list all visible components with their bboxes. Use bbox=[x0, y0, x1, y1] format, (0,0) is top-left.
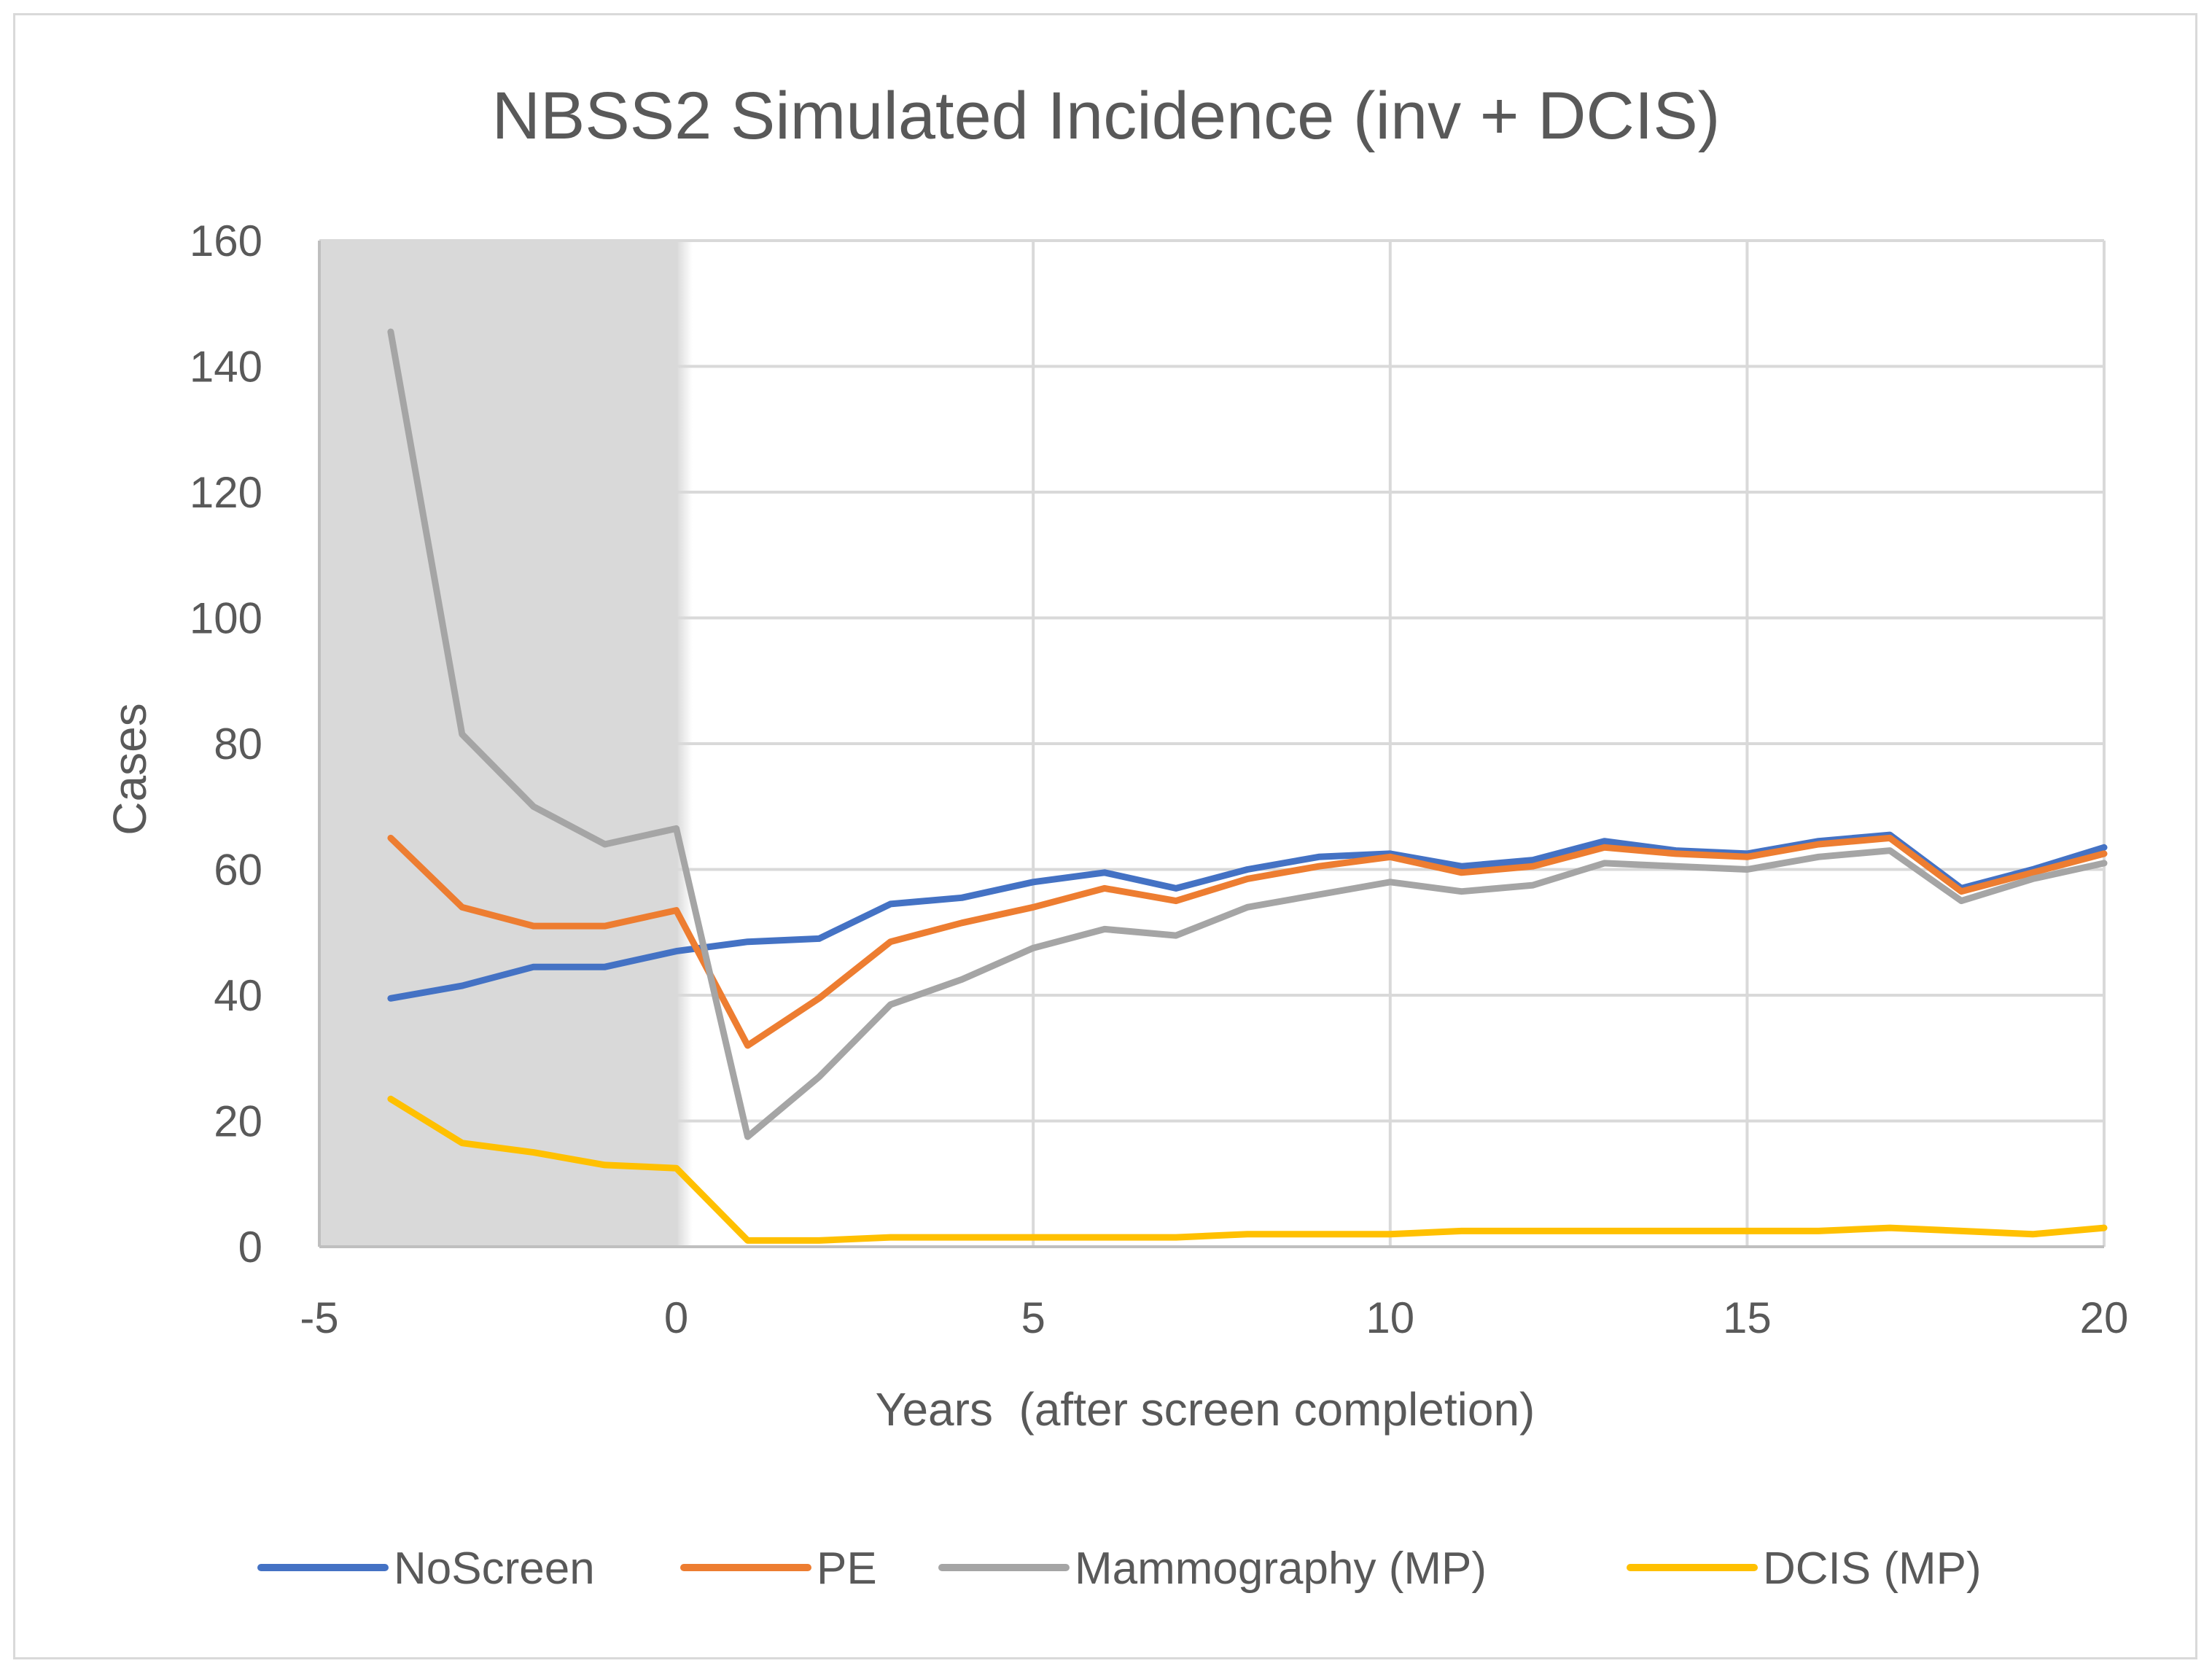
legend-label: Mammography (MP) bbox=[1075, 1543, 1487, 1594]
y-tick-label: 20 bbox=[214, 1097, 262, 1146]
x-tick-label: 20 bbox=[2080, 1293, 2129, 1342]
series-lines bbox=[387, 328, 2108, 1244]
legend-label: DCIS (MP) bbox=[1763, 1543, 1982, 1594]
axes bbox=[318, 241, 2104, 1248]
x-tick-label: 10 bbox=[1366, 1293, 1414, 1342]
x-axis-title: Years (after screen completion) bbox=[876, 1383, 1535, 1436]
y-tick-label: 160 bbox=[190, 217, 262, 265]
x-tick-label: 5 bbox=[1021, 1293, 1045, 1342]
y-tick-label: 80 bbox=[214, 720, 262, 768]
y-tick-label: 140 bbox=[190, 343, 262, 392]
tick-labels: 0 20 40 60 80 100 120 140 160 -5 0 5 10 15 20 bbox=[190, 217, 2128, 1342]
y-tick-label: 0 bbox=[238, 1223, 262, 1272]
y-tick-label: 120 bbox=[190, 468, 262, 517]
x-tick-label: 0 bbox=[664, 1293, 688, 1342]
legend-label: PE bbox=[817, 1543, 877, 1594]
y-tick-label: 60 bbox=[214, 846, 262, 895]
x-tick-label: -5 bbox=[300, 1293, 338, 1342]
gridlines bbox=[319, 239, 2106, 1247]
series-line-mammography-mp bbox=[387, 328, 2108, 1140]
y-tick-label: 100 bbox=[190, 594, 262, 643]
y-axis-title: Cases bbox=[104, 703, 156, 835]
legend-label: NoScreen bbox=[394, 1543, 595, 1594]
legend: NoScreen PE Mammography (MP) DCIS (MP) bbox=[257, 1543, 1982, 1594]
x-tick-label: 15 bbox=[1723, 1293, 1772, 1342]
series-line-pe bbox=[387, 834, 2108, 1049]
chart-title: NBSS2 Simulated Incidence (inv + DCIS) bbox=[492, 79, 1721, 153]
series-line-dcis-mp bbox=[387, 1095, 2108, 1244]
y-tick-label: 40 bbox=[214, 971, 262, 1020]
